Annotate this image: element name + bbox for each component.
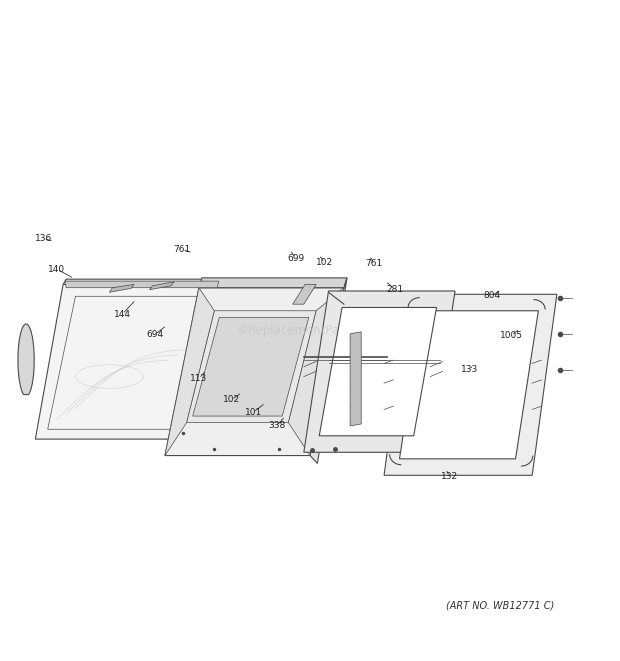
Text: 132: 132	[441, 472, 458, 481]
Polygon shape	[310, 278, 347, 463]
Polygon shape	[193, 317, 309, 416]
Text: 102: 102	[223, 395, 240, 404]
Text: 144: 144	[114, 309, 131, 319]
Polygon shape	[35, 284, 221, 439]
Polygon shape	[304, 291, 455, 452]
Polygon shape	[319, 307, 436, 436]
Text: 136: 136	[35, 234, 52, 243]
Text: 694: 694	[146, 330, 164, 339]
Polygon shape	[288, 288, 344, 455]
Polygon shape	[165, 288, 215, 455]
Polygon shape	[198, 279, 229, 444]
Polygon shape	[384, 294, 557, 475]
Text: 112: 112	[356, 425, 373, 434]
Text: 281: 281	[386, 284, 403, 293]
Polygon shape	[187, 311, 316, 422]
Text: 804: 804	[484, 291, 500, 300]
Polygon shape	[399, 311, 538, 459]
Polygon shape	[65, 281, 219, 288]
Text: 113: 113	[190, 374, 208, 383]
Polygon shape	[149, 282, 174, 290]
Text: 101: 101	[245, 408, 262, 416]
Text: 761: 761	[174, 245, 191, 254]
Text: 1005: 1005	[500, 331, 523, 340]
Polygon shape	[350, 332, 361, 426]
Polygon shape	[165, 288, 344, 455]
Text: 140: 140	[48, 265, 66, 274]
Polygon shape	[63, 279, 224, 284]
Polygon shape	[293, 284, 316, 304]
Polygon shape	[18, 324, 34, 395]
Text: 133: 133	[461, 366, 478, 375]
Polygon shape	[199, 278, 347, 288]
Text: 699: 699	[287, 254, 304, 262]
Text: 761: 761	[366, 259, 383, 268]
Text: 102: 102	[316, 258, 334, 267]
Text: (ART NO. WB12771 C): (ART NO. WB12771 C)	[446, 601, 554, 611]
Text: ©ReplacementParts.com: ©ReplacementParts.com	[236, 324, 384, 337]
Polygon shape	[109, 284, 134, 292]
Text: 338: 338	[268, 422, 285, 430]
